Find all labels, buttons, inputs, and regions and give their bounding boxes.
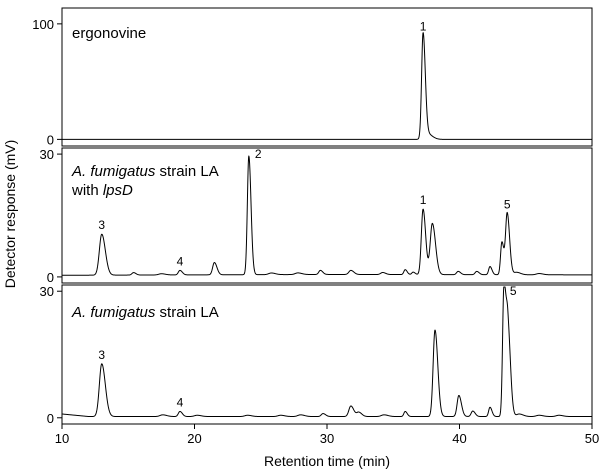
y-axis-label: Detector response (mV) [2,140,18,289]
panel-strainLA: 0 30 A. fumigatus strain LA 3 4 5 [40,284,593,426]
y-tick-label: 0 [47,132,54,147]
panel-title-part: A. fumigatus [71,304,156,321]
y-tick-label: 100 [32,17,54,32]
y-tick-label: 0 [47,411,54,426]
panel-title-part: strain LA [155,304,218,321]
panel-frame [61,147,593,284]
x-tick-label: 30 [320,431,334,446]
peak-label: 1 [420,19,427,33]
panel-title: ergonovine [72,25,146,42]
x-tick-label: 50 [585,431,599,446]
x-tick-label: 10 [55,431,69,446]
y-tick-label: 30 [40,147,54,162]
panel-title-line2: with lpsD [71,182,133,199]
x-axis: 10 20 30 40 50 [55,424,599,446]
peak-label: 4 [177,395,184,409]
x-tick-label: 20 [187,431,201,446]
panel-ergonovine: 0 100 ergonovine 1 [32,7,593,147]
panel-title-part: strain LA [155,163,218,180]
trace-lpsD [61,155,593,276]
peak-label: 4 [177,254,184,268]
panel-title-part: A. fumigatus [71,163,156,180]
panel-title-part: ergonovine [72,25,146,42]
peak-label: 3 [98,348,105,362]
trace-strainLA [61,286,593,418]
y-tick-label: 0 [47,270,54,285]
peak-label: 5 [510,284,517,298]
panel-title: A. fumigatus strain LA [71,304,219,321]
x-tick-label: 40 [452,431,466,446]
panel-title: A. fumigatus strain LA [71,163,219,180]
panel-frame [61,7,593,147]
panel-title-part: lpsD [103,182,133,199]
x-axis-label: Retention time (min) [264,453,390,469]
trace-ergonovine [61,32,593,140]
panel-title-part: with [71,182,103,199]
peak-label: 1 [420,193,427,207]
peak-label: 3 [98,218,105,232]
panel-lpsD: 0 30 A. fumigatus strain LA with lpsD 3 4 2 1 5 [40,147,593,285]
peak-label: 2 [255,147,262,161]
peak-label: 5 [504,197,511,211]
y-tick-label: 30 [40,284,54,299]
